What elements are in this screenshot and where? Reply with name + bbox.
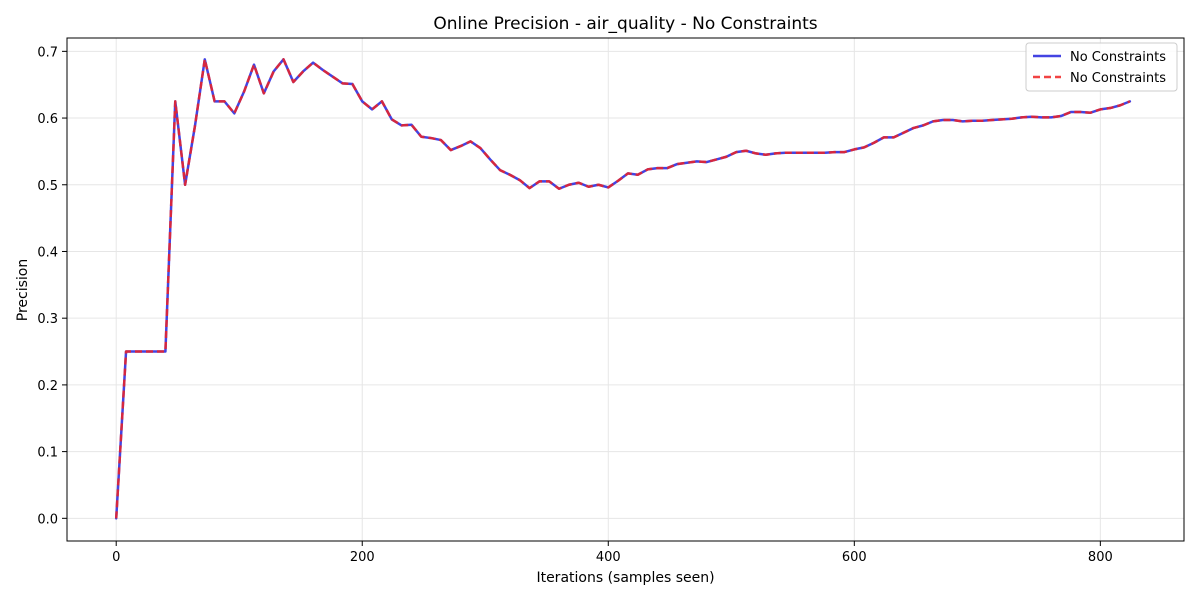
y-tick-label: 0.7 (37, 45, 58, 60)
x-tick-label: 200 (350, 550, 375, 565)
y-tick-label: 0.3 (37, 312, 58, 327)
plot-frame (66, 37, 1185, 542)
legend-label: No Constraints (1070, 71, 1166, 86)
x-tick-label: 800 (1088, 550, 1113, 565)
legend: No Constraints No Constraints (1025, 42, 1178, 92)
y-tick-label: 0.5 (37, 179, 58, 194)
legend-label: No Constraints (1070, 50, 1166, 65)
x-tick-label: 0 (112, 550, 120, 565)
grid (67, 38, 1184, 541)
series-line-dashed (114, 58, 1131, 519)
y-tick-label: 0.1 (37, 446, 58, 461)
series-lines (114, 58, 1132, 520)
y-tick-label: 0.0 (37, 512, 58, 527)
chart-title: Online Precision - air_quality - No Cons… (433, 14, 817, 34)
y-tick-label: 0.2 (37, 379, 58, 394)
legend-box (1025, 42, 1178, 92)
y-axis-title: Precision (15, 259, 31, 321)
x-tick-label: 400 (596, 550, 621, 565)
y-tick-label: 0.6 (37, 112, 58, 127)
y-tick-label: 0.4 (37, 245, 58, 260)
x-axis-title: Iterations (samples seen) (536, 570, 714, 586)
axis-ticks: 0 200 400 600 800 0.0 0.1 0.2 0.3 0.4 0.5 0.6 0.7 (37, 45, 1112, 565)
x-tick-label: 600 (842, 550, 867, 565)
